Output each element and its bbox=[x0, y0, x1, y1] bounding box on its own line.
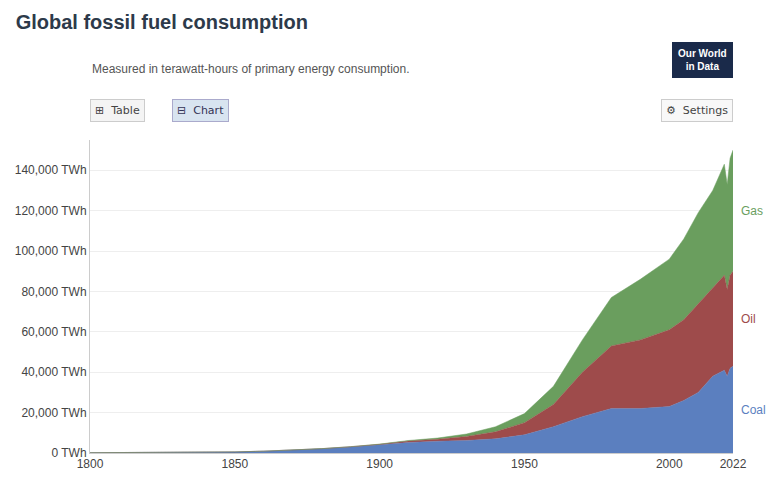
svg-text:120,000 TWh: 120,000 TWh bbox=[15, 204, 87, 218]
svg-text:140,000 TWh: 140,000 TWh bbox=[15, 163, 87, 177]
svg-text:Coal: Coal bbox=[741, 403, 766, 417]
svg-text:1800: 1800 bbox=[77, 457, 104, 471]
svg-text:Global fossil fuel consumption: Global fossil fuel consumption bbox=[16, 11, 308, 33]
svg-text:⚙ Settings: ⚙ Settings bbox=[666, 104, 728, 117]
svg-text:1850: 1850 bbox=[221, 457, 248, 471]
svg-text:Our Worldin Data: Our Worldin Data bbox=[678, 48, 727, 72]
svg-text:1900: 1900 bbox=[366, 457, 393, 471]
svg-text:⊞ Table: ⊞ Table bbox=[95, 104, 140, 117]
svg-text:Oil: Oil bbox=[741, 312, 756, 326]
svg-text:2022: 2022 bbox=[720, 457, 747, 471]
svg-text:2000: 2000 bbox=[656, 457, 683, 471]
svg-text:Measured in terawatt-hours of: Measured in terawatt-hours of primary en… bbox=[92, 62, 409, 76]
svg-text:0 TWh: 0 TWh bbox=[51, 446, 86, 460]
svg-text:100,000 TWh: 100,000 TWh bbox=[15, 244, 87, 258]
svg-text:40,000 TWh: 40,000 TWh bbox=[21, 365, 86, 379]
svg-text:⊟ Chart: ⊟ Chart bbox=[177, 104, 224, 117]
svg-text:Gas: Gas bbox=[741, 204, 763, 218]
svg-text:60,000 TWh: 60,000 TWh bbox=[21, 325, 86, 339]
svg-text:20,000 TWh: 20,000 TWh bbox=[21, 406, 86, 420]
svg-text:1950: 1950 bbox=[511, 457, 538, 471]
svg-text:80,000 TWh: 80,000 TWh bbox=[21, 285, 86, 299]
